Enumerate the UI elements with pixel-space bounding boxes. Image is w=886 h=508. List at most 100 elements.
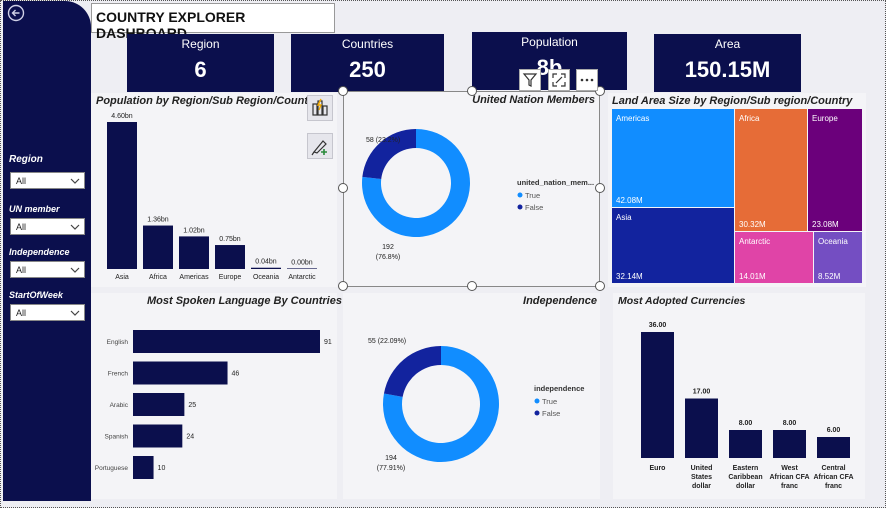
chart-title: Population by Region/Sub Region/Country	[96, 95, 319, 107]
currency-axis-label: Central	[821, 465, 845, 472]
kpi-label: Region	[181, 37, 220, 51]
language-axis-label: Portuguese	[95, 465, 129, 472]
tile-value: 42.08M	[616, 196, 643, 205]
more-options-button[interactable]	[576, 69, 598, 91]
independence-dropdown-value: All	[16, 265, 27, 275]
currency-axis-label: African CFA	[769, 474, 809, 481]
resize-handle[interactable]	[595, 183, 605, 193]
language-axis-label: French	[108, 371, 129, 378]
currency-axis-label: dollar	[692, 483, 711, 490]
region-dropdown-value: All	[16, 176, 27, 186]
build-visual-button[interactable]	[307, 95, 333, 121]
independence-dropdown[interactable]: All	[10, 261, 85, 278]
currency-axis-label: United	[691, 465, 713, 472]
currency-data-label: 36.00	[649, 322, 667, 329]
currency-data-label: 8.00	[739, 420, 753, 427]
language-axis-label: English	[107, 339, 129, 346]
currency-data-label: 17.00	[693, 389, 711, 396]
donut-slice	[383, 346, 499, 462]
treemap-tile-europe[interactable]: Europe 23.08M	[808, 109, 862, 231]
kpi-card-area[interactable]: Area 150.15M	[654, 34, 801, 92]
currency-bar	[685, 398, 718, 458]
resize-handle[interactable]	[338, 183, 348, 193]
un-members-chart-panel[interactable]: United Nation Members 58 (23.2%) 192 (76.8…	[343, 91, 600, 287]
legend-label: True	[542, 397, 557, 406]
currency-axis-label: West	[781, 465, 798, 472]
population-bar	[215, 245, 245, 269]
chevron-down-icon	[70, 224, 80, 230]
currency-axis-label: Euro	[650, 465, 666, 472]
population-bar	[287, 268, 317, 269]
independence-chart-panel[interactable]: Independence 55 (22.09%) 194 (77.91%) indep…	[343, 293, 600, 499]
focus-mode-button[interactable]	[548, 69, 570, 91]
filter-icon	[522, 73, 538, 87]
tile-label: Africa	[739, 114, 760, 123]
languages-bar-chart: English 91 French 46 Arabic 25 Spanish 24 Portug…	[95, 330, 332, 479]
population-axis-label: Europe	[219, 274, 242, 281]
resize-handle[interactable]	[595, 281, 605, 291]
chevron-down-icon	[70, 310, 80, 316]
currency-axis-label: Eastern	[733, 465, 759, 472]
slicer-label-independence: Independence	[9, 247, 70, 257]
tile-value: 30.32M	[739, 220, 766, 229]
chevron-down-icon	[70, 178, 80, 184]
chart-title: Independence	[523, 295, 597, 307]
kpi-value: 250	[349, 57, 386, 82]
population-data-label: 1.36bn	[147, 217, 169, 224]
un-member-dropdown[interactable]: All	[10, 218, 85, 235]
resize-handle[interactable]	[467, 86, 477, 96]
population-axis-label: Americas	[179, 274, 209, 281]
start-of-week-dropdown-value: All	[16, 308, 27, 318]
population-data-label: 1.02bn	[183, 227, 205, 234]
tile-label: Europe	[812, 114, 838, 123]
chart-title: United Nation Members	[472, 94, 595, 106]
treemap-tile-africa[interactable]: Africa 30.32M	[735, 109, 807, 231]
donut-slice	[383, 346, 441, 397]
kpi-card-countries[interactable]: Countries 250	[291, 34, 444, 92]
population-bar	[107, 122, 137, 269]
tile-label: Asia	[616, 213, 632, 222]
population-axis-label: Asia	[115, 274, 129, 281]
population-axis-label: Africa	[149, 274, 167, 281]
start-of-week-dropdown[interactable]: All	[10, 304, 85, 321]
slicer-label-region: Region	[9, 154, 43, 165]
donut-data-label: (76.8%)	[376, 254, 401, 261]
language-axis-label: Spanish	[105, 434, 129, 441]
currency-bar	[773, 430, 806, 458]
dashboard-title: COUNTRY EXPLORER DASHBOARD	[91, 3, 335, 41]
currencies-chart-panel[interactable]: Most Adopted Currencies 36.00 Euro 17.00 Un…	[613, 293, 865, 499]
language-bar	[133, 393, 185, 416]
language-data-label: 24	[186, 434, 194, 441]
chart-title: Most Adopted Currencies	[618, 295, 746, 307]
kpi-value: 6	[194, 57, 207, 82]
donut-data-label: 58 (23.2%)	[366, 137, 400, 144]
format-visual-button[interactable]	[307, 133, 333, 159]
population-bar	[143, 225, 173, 269]
treemap-tile-oceania[interactable]: Oceania 8.52M	[814, 232, 862, 283]
donut-slice	[362, 129, 470, 237]
back-arrow-icon[interactable]	[7, 4, 25, 22]
population-axis-label: Oceania	[253, 274, 279, 281]
population-chart-panel[interactable]: Population by Region/Sub Region/Country …	[91, 93, 337, 287]
resize-handle[interactable]	[338, 281, 348, 291]
population-bar	[251, 267, 281, 269]
tile-value: 8.52M	[818, 272, 841, 281]
land-area-chart-panel[interactable]: Land Area Size by Region/Sub region/Coun…	[608, 93, 866, 287]
language-bar	[133, 330, 320, 353]
donut-data-label: 192	[382, 244, 394, 251]
filter-button[interactable]	[519, 69, 541, 91]
treemap-tile-asia[interactable]: Asia 32.14M	[612, 208, 734, 283]
population-data-label: 0.75bn	[219, 236, 241, 243]
population-data-label: 0.04bn	[255, 259, 277, 266]
tile-label: Americas	[616, 114, 650, 123]
resize-handle[interactable]	[338, 86, 348, 96]
treemap-tile-americas[interactable]: Americas 42.08M	[612, 109, 734, 207]
languages-chart-panel[interactable]: Most Spoken Language By Countries Englis…	[91, 293, 342, 499]
kpi-card-region[interactable]: Region 6	[127, 34, 274, 92]
resize-handle[interactable]	[595, 86, 605, 96]
legend-marker	[517, 204, 523, 210]
resize-handle[interactable]	[467, 281, 477, 291]
region-dropdown[interactable]: All	[10, 172, 85, 189]
currency-axis-label: franc	[825, 483, 842, 490]
treemap-tile-antarctic[interactable]: Antarctic 14.01M	[735, 232, 813, 283]
